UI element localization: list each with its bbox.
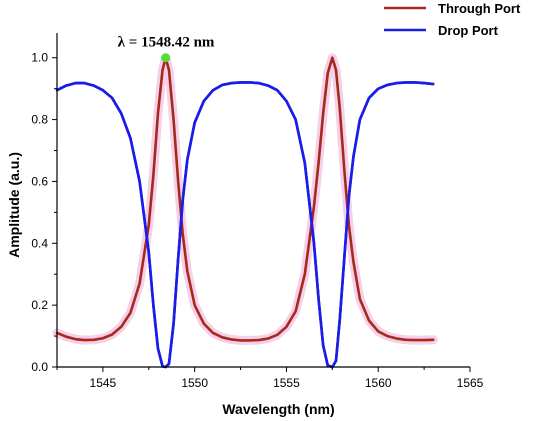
y-tick-label: 1.0 (31, 51, 48, 65)
x-tick-label: 1560 (365, 376, 392, 390)
y-axis-title: Amplitude (a.u.) (6, 152, 22, 258)
peak-marker (161, 53, 171, 63)
series-layer (52, 53, 438, 369)
y-tick-label: 0.8 (31, 113, 48, 127)
y-tick-label: 0.6 (31, 174, 48, 188)
x-axis-title: Wavelength (nm) (222, 401, 334, 417)
x-ticks: 1545 1550 1555 1560 1565 (56, 367, 484, 390)
x-tick-label: 1550 (181, 376, 208, 390)
y-ticks: 0.0 0.2 0.4 0.6 0.8 1.0 (31, 51, 57, 374)
peak-annotation-label: λ = 1548.42 nm (118, 35, 215, 51)
y-tick-label: 0.2 (31, 298, 48, 312)
y-tick-label: 0.0 (31, 360, 48, 374)
series-line-drop-port-overlay (56, 81, 434, 369)
legend-label-drop-port: Drop Port (438, 23, 499, 38)
x-tick-label: 1565 (457, 376, 484, 390)
legend-label-through-port: Through Port (438, 1, 521, 16)
annotation: λ = 1548.42 nm (118, 35, 215, 63)
y-tick-label: 0.4 (31, 236, 48, 250)
legend: Through Port Drop Port (384, 1, 521, 38)
x-tick-label: 1545 (90, 376, 117, 390)
series-line-through-port (55, 56, 435, 342)
x-tick-label: 1555 (273, 376, 300, 390)
